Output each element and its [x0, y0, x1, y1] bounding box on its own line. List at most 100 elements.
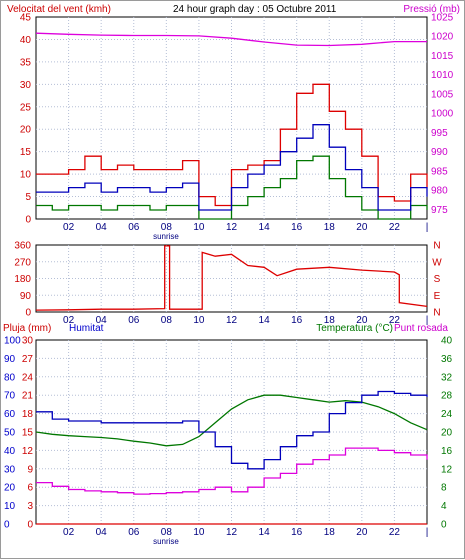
rain-axis-tick: 21	[22, 391, 34, 402]
series-dewpoint-line	[36, 447, 428, 495]
temperature-axis-label: Temperatura (°C)	[316, 323, 393, 334]
x-tick-label: 10	[193, 222, 205, 233]
temperature-axis-tick: 0	[441, 520, 447, 531]
pressure-axis-tick: 1020	[431, 32, 454, 43]
wind-axis-tick: 15	[20, 147, 32, 158]
wind-axis-tick: 30	[20, 80, 32, 91]
direction-axis-tick: 360	[14, 241, 31, 252]
rain-axis-tick: 6	[27, 483, 33, 494]
series-wind_min-line	[36, 155, 428, 220]
pressure-axis-tick: 1000	[431, 109, 454, 120]
x-tick-label: 16	[291, 315, 303, 326]
rain-axis-tick: 27	[22, 354, 34, 365]
wind-axis-label: Velocitat del vent (kmh)	[7, 4, 111, 15]
pressure-axis-tick: 980	[431, 186, 448, 197]
humidity-axis-label: Humitat	[69, 323, 104, 334]
x-tick-label: 10	[193, 315, 205, 326]
rain-axis-tick: 30	[22, 336, 34, 347]
x-end-tick: |	[426, 527, 429, 538]
humidity-axis-tick: 80	[4, 372, 16, 383]
rain-axis-tick: 15	[22, 428, 34, 439]
rain-axis-label: Pluja (mm)	[3, 323, 51, 334]
compass-label: N	[433, 308, 440, 319]
chart-title: 24 hour graph day : 05 Octubre 2011	[173, 4, 337, 15]
x-tick-label: 20	[356, 527, 368, 538]
x-tick-label: 12	[226, 222, 238, 233]
temperature-axis-tick: 12	[441, 464, 453, 475]
sunrise-label: sunrise	[153, 232, 179, 241]
x-tick-label: 20	[356, 315, 368, 326]
temperature-axis-tick: 16	[441, 446, 453, 457]
temperature-axis-tick: 20	[441, 428, 453, 439]
wind-axis-tick: 40	[20, 35, 32, 46]
pressure-axis-tick: 975	[431, 205, 448, 216]
direction-axis-tick: 90	[20, 291, 32, 302]
humidity-axis-tick: 100	[4, 336, 21, 347]
x-tick-label: 14	[259, 222, 271, 233]
x-tick-label: 22	[389, 222, 401, 233]
x-tick-label: 18	[324, 527, 336, 538]
rain-axis-tick: 9	[27, 464, 33, 475]
x-tick-label: 02	[63, 527, 75, 538]
x-tick-label: 14	[259, 315, 271, 326]
compass-label: E	[434, 291, 441, 302]
x-tick-label: 02	[63, 222, 75, 233]
x-tick-label: 22	[389, 527, 401, 538]
x-end-tick: |	[426, 315, 429, 326]
humidity-axis-tick: 90	[4, 354, 16, 365]
x-tick-label: 06	[128, 527, 140, 538]
rain-axis-tick: 12	[22, 446, 34, 457]
x-tick-label: 14	[259, 527, 271, 538]
wind-axis-tick: 35	[20, 57, 32, 68]
wind-axis-tick: 25	[20, 102, 32, 113]
temperature-axis-tick: 24	[441, 409, 453, 420]
x-tick-label: 18	[324, 222, 336, 233]
wind-axis-tick: 10	[20, 170, 32, 181]
compass-label: S	[434, 274, 441, 285]
x-tick-label: 20	[356, 222, 368, 233]
x-end-tick: |	[426, 222, 429, 233]
series-pressure-line	[35, 32, 427, 47]
humidity-axis-tick: 40	[4, 446, 16, 457]
x-tick-label: 12	[226, 315, 238, 326]
pressure-axis-tick: 1005	[431, 89, 454, 100]
sunrise-label: sunrise	[153, 537, 179, 546]
x-tick-label: 10	[193, 527, 205, 538]
pressure-axis-tick: 1010	[431, 70, 454, 81]
wind-axis-tick: 45	[20, 13, 32, 24]
direction-axis-tick: 180	[14, 274, 31, 285]
x-tick-label: 08	[161, 222, 173, 233]
temperature-axis-tick: 40	[441, 336, 453, 347]
x-tick-label: 08	[161, 315, 173, 326]
rain-axis-tick: 18	[22, 409, 34, 420]
pressure-axis-label: Pressió (mb)	[403, 4, 460, 15]
x-tick-label: 08	[161, 527, 173, 538]
humidity-axis-tick: 30	[4, 464, 16, 475]
x-tick-label: 04	[96, 315, 108, 326]
pressure-axis-tick: 995	[431, 128, 448, 139]
humidity-axis-tick: 60	[4, 409, 16, 420]
humidity-axis-tick: 50	[4, 428, 16, 439]
direction-axis-tick: 270	[14, 257, 31, 268]
temperature-axis-tick: 32	[441, 372, 453, 383]
pressure-axis-tick: 1025	[431, 13, 454, 24]
temperature-axis-tick: 36	[441, 354, 453, 365]
x-tick-label: 18	[324, 315, 336, 326]
humidity-axis-tick: 20	[4, 483, 16, 494]
rain-axis-tick: 24	[22, 372, 34, 383]
pressure-axis-tick: 1015	[431, 51, 454, 62]
direction-axis-tick: 0	[25, 308, 31, 319]
x-tick-label: 02	[63, 315, 75, 326]
x-tick-label: 04	[96, 527, 108, 538]
temperature-axis-tick: 28	[441, 391, 453, 402]
humidity-axis-tick: 0	[4, 520, 10, 531]
wind-axis-tick: 5	[25, 192, 31, 203]
series-direction-line	[35, 245, 428, 311]
x-tick-label: 06	[128, 315, 140, 326]
series-wind_avg-line	[36, 124, 428, 211]
compass-label: W	[432, 257, 442, 268]
pressure-axis-tick: 990	[431, 147, 448, 158]
dewpoint-axis-label: Punt rosada	[394, 323, 448, 334]
